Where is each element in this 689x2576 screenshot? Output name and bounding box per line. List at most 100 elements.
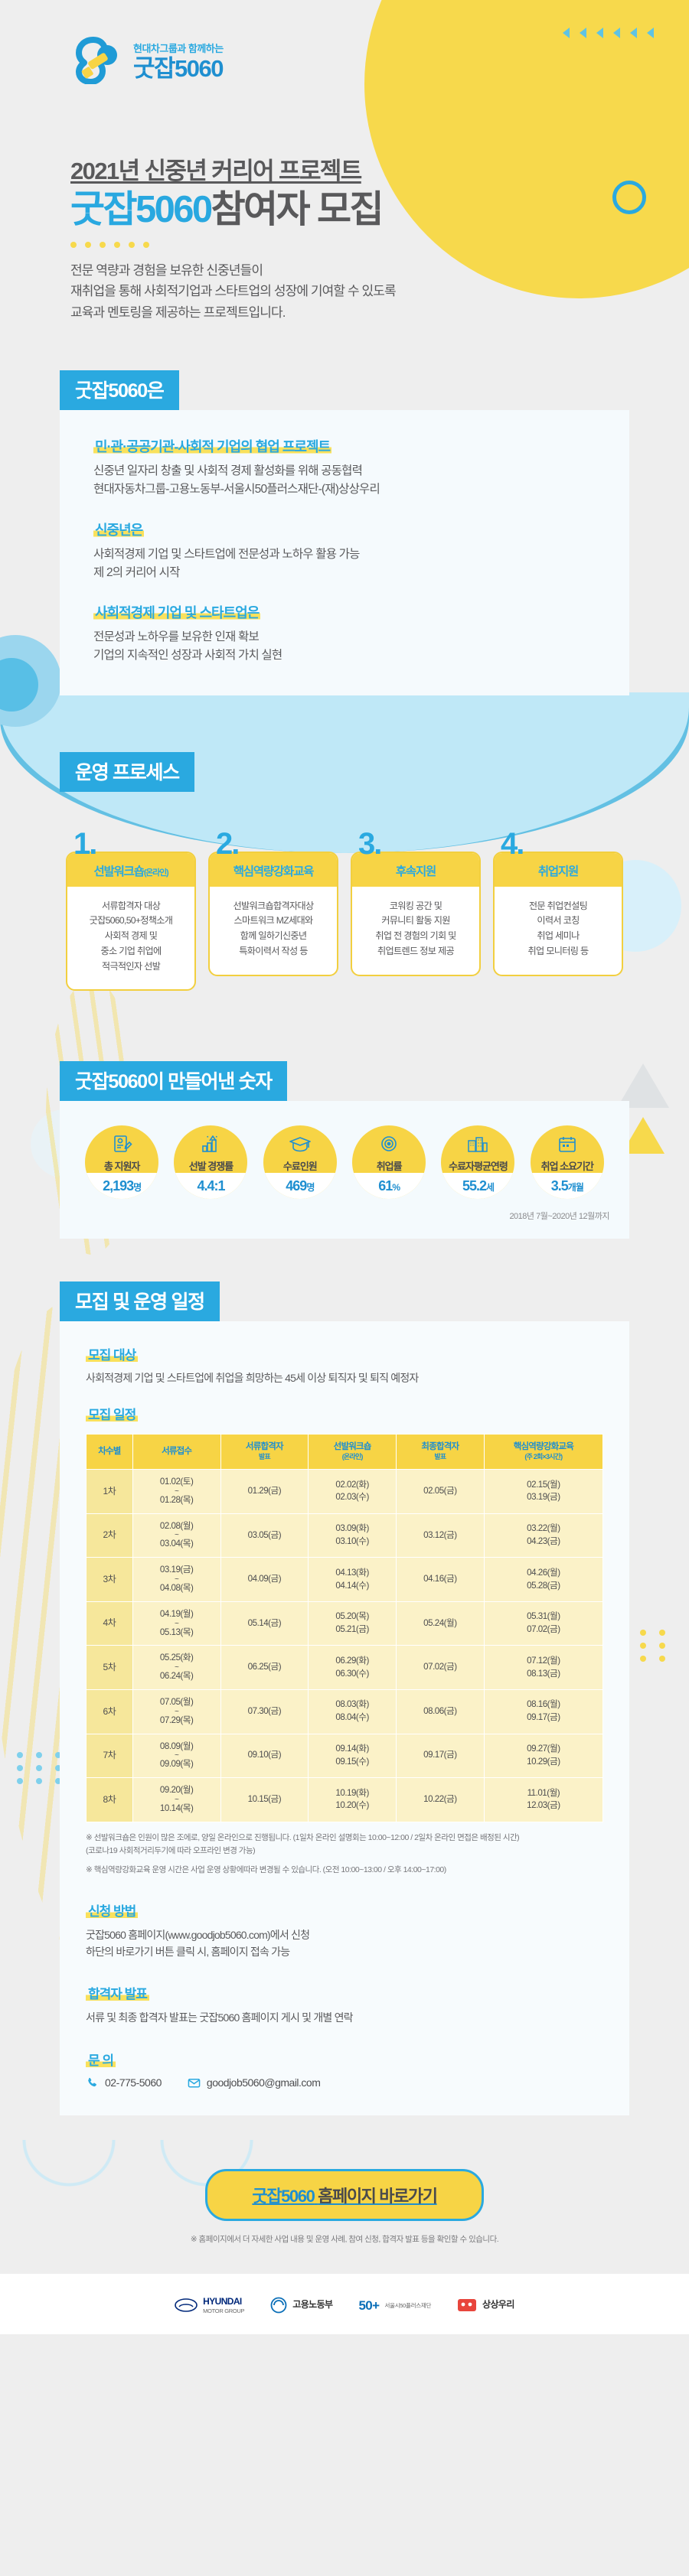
target-heading: 모집 대상 — [86, 1348, 139, 1363]
process-step-number: 3. — [358, 826, 382, 861]
table-row: 4차 04.19(월) ~05.13(목) 05.14(금) 05.20(목) 05.21… — [86, 1601, 604, 1646]
partner-50plus: 50+ 서울시50플러스재단 — [358, 2298, 431, 2314]
cta-section: 굿잡5060 홈페이지 바로가기 ※ 홈페이지에서 더 자세한 사업 내용 및 … — [0, 2115, 689, 2274]
apply-line1: 굿잡5060 홈페이지(www.goodjob5060.com)에서 신청 — [86, 1928, 310, 1941]
hero-lead-line2: 재취업을 통해 사회적기업과 스타트업의 성장에 기여할 수 있도록 — [70, 284, 397, 299]
table-cell: 7차 — [86, 1733, 133, 1779]
table-row: 3차 03.19(금) ~04.08(목) 04.09(금) 04.13(화) 04.14… — [86, 1557, 604, 1602]
about-section-label: 굿잡5060은 — [60, 370, 179, 411]
table-cell: 05.25(화) ~06.24(목) — [132, 1645, 221, 1690]
table-cell: 10.19(화) 10.20(수) — [308, 1777, 397, 1822]
process-card-body: 서류합격자 대상 굿잡5060,50+정책소개 사회적 경제 및 중소 기업 취… — [89, 900, 173, 972]
homepage-cta-button[interactable]: 굿잡5060 홈페이지 바로가기 — [205, 2168, 484, 2221]
about-block: 신중년은 사회적경제 기업 및 스타트업에 전문성과 노하우 활용 가능 제 2… — [93, 519, 596, 582]
table-row: 2차 02.08(월) ~03.04(목) 03.05(금) 03.09(화) 03.10… — [86, 1513, 604, 1558]
process-step-number: 1. — [73, 826, 97, 861]
table-cell: 8차 — [86, 1777, 133, 1822]
hero-section: 2021년 신중년 커리어 프로젝트 굿잡5060참여자 모집 전문 역량과 경… — [0, 84, 689, 323]
result-heading: 합격자 발표 — [86, 1987, 149, 2002]
stat-cell: 수료인원 469명 — [258, 1125, 342, 1200]
process-card: 1. 선발워크숍(온라인) 서류합격자 대상 굿잡5060,50+정책소개 사회… — [66, 826, 196, 992]
table-cell: 07.05(월) ~07.29(목) — [132, 1689, 221, 1734]
stat-label: 수료자평균연령 — [449, 1161, 508, 1173]
numbers-section: 굿잡5060이 만들어낸 숫자 총 지원자 2,193명 — [0, 1061, 689, 1239]
table-cell: 10.22(금) — [396, 1777, 485, 1822]
hero-lead-line3: 교육과 멘토링을 제공하는 프로젝트입니다. — [70, 304, 286, 320]
table-cell: 03.09(화) 03.10(수) — [308, 1513, 397, 1558]
contact-email[interactable]: goodjob5060@gmail.com — [188, 2076, 321, 2089]
about-body: 신중년 일자리 창출 및 사회적 경제 활성화를 위해 공동협력 현대자동차그룹… — [93, 462, 596, 499]
target-text: 사회적경제 기업 및 스타트업에 취업을 희망하는 45세 이상 퇴직자 및 퇴… — [86, 1372, 419, 1385]
contact-phone[interactable]: 02-775-5060 — [86, 2076, 162, 2089]
application-form-icon — [111, 1132, 132, 1158]
stat-value: 469명 — [286, 1177, 315, 1194]
about-card: 민·관·공공기관-사회적 기업의 협업 프로젝트 신중년 일자리 창출 및 사회… — [60, 410, 629, 695]
table-cell: 3차 — [86, 1557, 133, 1602]
col-workshop: 선발워크숍 (온라인) — [308, 1434, 397, 1470]
hero-lead-line1: 전문 역량과 경험을 보유한 신중년들이 — [70, 262, 263, 278]
schedule-note-1: ※ 선발워크숍은 인원이 많은 조에로, 양일 온라인으로 진행됩니다. (1일… — [86, 1832, 603, 1858]
about-line1: 전문성과 노하우를 보유한 인재 확보 — [93, 630, 260, 643]
email-address: goodjob5060@gmail.com — [206, 2076, 321, 2089]
process-title-sub: (온라인) — [143, 868, 169, 878]
stat-label: 총 지원자 — [103, 1161, 140, 1173]
table-header-row: 차수별 서류접수 서류합격자 발표 선발워크숍 (온라인) 최종합격자 발표 핵심역량… — [86, 1434, 604, 1470]
sangsangwoori-logo-icon — [458, 2299, 477, 2312]
cta-button-brand: 굿잡5060 — [252, 2186, 315, 2206]
stat-label: 선발 경쟁률 — [188, 1161, 233, 1173]
schedule-card: 모집 대상 사회적경제 기업 및 스타트업에 취업을 희망하는 45세 이상 퇴… — [60, 1321, 629, 2115]
table-cell: 04.26(월) 05.28(금) — [483, 1557, 604, 1602]
schedule-table: 차수별 서류접수 서류합격자 발표 선발워크숍 (온라인) 최종합격자 발표 핵심역량… — [86, 1434, 604, 1822]
stat-label: 취업 소요기간 — [540, 1161, 594, 1173]
col-final-result: 최종합격자 발표 — [396, 1434, 485, 1470]
graduation-cap-icon — [289, 1132, 312, 1158]
process-title-main: 선발워크숍 — [93, 865, 145, 878]
col-round: 차수별 — [86, 1434, 133, 1470]
table-cell: 04.09(금) — [220, 1557, 309, 1602]
table-cell: 09.20(월) ~10.14(목) — [132, 1777, 221, 1822]
table-cell: 1차 — [86, 1469, 133, 1514]
partner-name: 50+ — [358, 2298, 380, 2313]
hero-title-blue: 굿잡5060 — [70, 189, 213, 230]
schedule-section-label: 모집 및 운영 일정 — [60, 1281, 220, 1322]
table-cell: 05.20(목) 05.21(금) — [308, 1601, 397, 1646]
partner-name: HYUNDAI — [203, 2295, 242, 2307]
col-apply: 서류접수 — [132, 1434, 221, 1470]
buildings-icon — [466, 1132, 489, 1158]
partner-name: 고용노동부 — [292, 2299, 333, 2311]
about-section: 굿잡5060은 민·관·공공기관-사회적 기업의 협업 프로젝트 신중년 일자리… — [0, 370, 689, 953]
phone-icon — [86, 2076, 99, 2089]
table-cell: 08.06(금) — [396, 1689, 485, 1734]
table-cell: 03.05(금) — [220, 1513, 309, 1558]
table-cell: 08.03(화) 08.04(수) — [308, 1689, 397, 1734]
brand-tagline: 현대차그룹과 함께하는 — [133, 43, 224, 54]
process-card: 3. 후속지원 코워킹 공간 및 커뮤니티 활동 지원 취업 전 경험의 기회 … — [351, 826, 481, 992]
partner-hyundai: HYUNDAI MOTOR GROUP — [175, 2295, 245, 2314]
about-line1: 신중년 일자리 창출 및 사회적 경제 활성화를 위해 공동협력 — [93, 464, 363, 478]
goodjob-logo-icon — [76, 37, 117, 84]
table-cell: 07.12(월) 08.13(금) — [483, 1645, 604, 1690]
table-row: 6차 07.05(월) ~07.29(목) 07.30(금) 08.03(화) 08.04… — [86, 1689, 604, 1734]
stat-label: 취업률 — [376, 1161, 403, 1173]
process-card: 2. 핵심역량강화교육 선발워크숍합격자대상 스마트워크 MZ세대와 함께 일하… — [208, 829, 338, 992]
col-doc-result: 서류합격자 발표 — [220, 1434, 309, 1470]
process-card-body: 전문 취업컨설팅 이력서 코칭 취업 세미나 취업 모니터링 등 — [527, 900, 589, 956]
stat-value: 61% — [378, 1177, 400, 1194]
schedule-section: 모집 및 운영 일정 모집 대상 사회적경제 기업 및 스타트업에 취업을 희망… — [0, 1281, 689, 2115]
process-section-label: 운영 프로세스 — [60, 751, 194, 792]
table-cell: 06.29(화) 06.30(수) — [308, 1645, 397, 1690]
process-title-main: 취업지원 — [537, 865, 579, 878]
table-cell: 04.16(금) — [396, 1557, 485, 1602]
numbers-card: 총 지원자 2,193명 선발 경쟁률 4.4:1 — [60, 1101, 629, 1239]
moel-logo-icon — [270, 2297, 287, 2314]
numbers-grid: 총 지원자 2,193명 선발 경쟁률 4.4:1 — [80, 1125, 609, 1200]
result-text: 서류 및 최종 합격자 발표는 굿잡5060 홈페이지 게시 및 개별 연락 — [86, 2011, 354, 2024]
table-cell: 04.13(화) 04.14(수) — [308, 1557, 397, 1602]
stat-value: 4.4:1 — [197, 1177, 225, 1194]
table-cell: 07.30(금) — [220, 1689, 309, 1734]
table-cell: 2차 — [86, 1513, 133, 1558]
process-card-title: 핵심역량강화교육 — [210, 852, 337, 887]
process-card-title: 후속지원 — [352, 852, 479, 887]
table-cell: 05.14(금) — [220, 1601, 309, 1646]
